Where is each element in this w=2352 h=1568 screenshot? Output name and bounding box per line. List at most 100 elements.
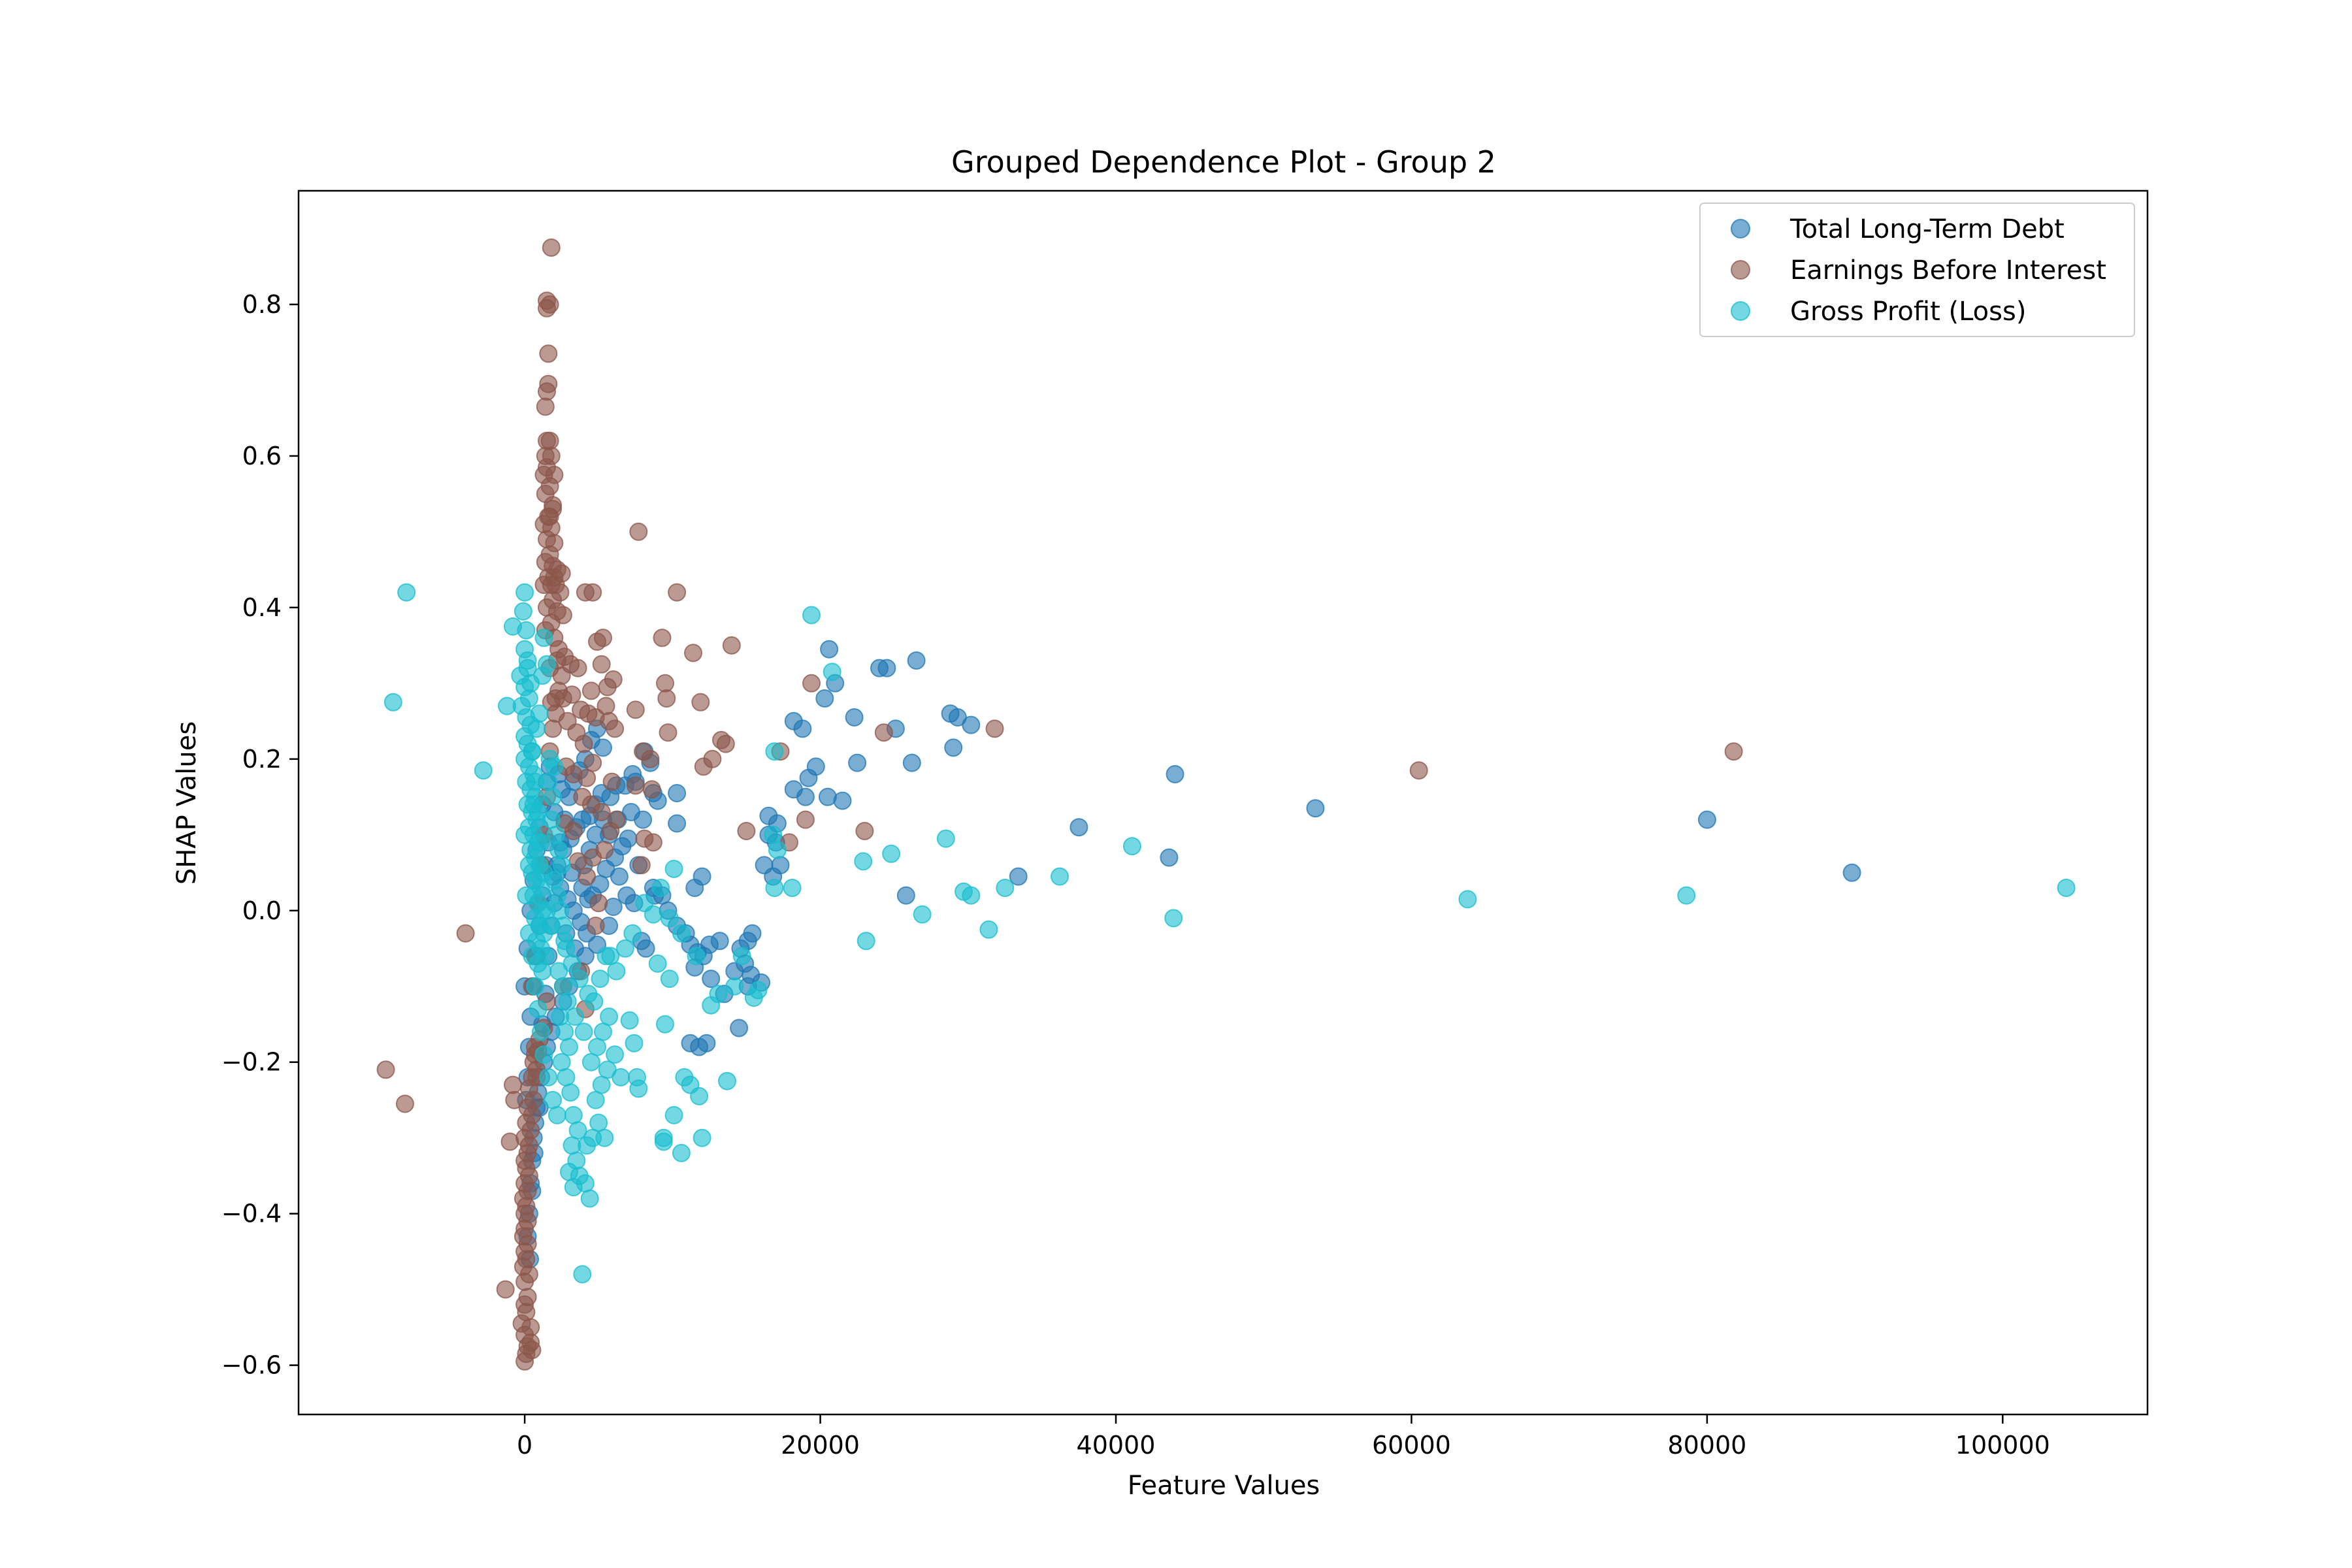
point-gross-profit-loss-128 xyxy=(783,879,802,897)
point-gross-profit-loss-6 xyxy=(514,602,532,621)
point-gross-profit-loss-159 xyxy=(523,742,542,761)
x-tick-label-3: 60000 xyxy=(1372,1431,1451,1460)
series-gross-profit-loss xyxy=(384,583,2076,1284)
point-gross-profit-loss-168 xyxy=(519,924,538,943)
point-gross-profit-loss-164 xyxy=(524,795,543,814)
point-gross-profit-loss-57 xyxy=(549,841,568,859)
point-earnings-before-interest-6 xyxy=(538,382,556,401)
point-gross-profit-loss-182 xyxy=(615,939,634,958)
point-earnings-before-interest-50 xyxy=(568,659,587,678)
point-gross-profit-loss-95 xyxy=(612,1068,630,1086)
point-gross-profit-loss-169 xyxy=(523,947,542,966)
point-gross-profit-loss-69 xyxy=(560,1037,578,1056)
y-tick-label-1: −0.4 xyxy=(221,1200,282,1228)
point-gross-profit-loss-127 xyxy=(768,841,787,859)
point-gross-profit-loss-85 xyxy=(589,1113,608,1132)
point-earnings-before-interest-154 xyxy=(515,1273,534,1291)
point-earnings-before-interest-79 xyxy=(985,719,1004,738)
point-earnings-before-interest-81 xyxy=(1724,742,1743,761)
point-earnings-before-interest-52 xyxy=(592,655,611,674)
point-gross-profit-loss-131 xyxy=(936,829,955,848)
point-gross-profit-loss-110 xyxy=(693,1128,711,1147)
point-earnings-before-interest-98 xyxy=(564,822,583,840)
point-earnings-before-interest-100 xyxy=(737,822,756,840)
point-earnings-before-interest-112 xyxy=(586,917,605,935)
point-total-long-term-debt-60 xyxy=(743,924,762,943)
point-gross-profit-loss-102 xyxy=(656,1015,674,1034)
point-earnings-before-interest-102 xyxy=(796,810,815,829)
point-total-long-term-debt-29 xyxy=(896,886,915,905)
point-earnings-before-interest-77 xyxy=(802,674,821,693)
point-gross-profit-loss-137 xyxy=(996,879,1015,897)
point-total-long-term-debt-13 xyxy=(944,738,963,757)
point-total-long-term-debt-15 xyxy=(848,753,867,772)
point-gross-profit-loss-155 xyxy=(534,863,553,882)
point-total-long-term-debt-31 xyxy=(1070,818,1088,837)
point-gross-profit-loss-143 xyxy=(2057,879,2076,897)
point-gross-profit-loss-99 xyxy=(629,1079,648,1098)
point-earnings-before-interest-62 xyxy=(691,693,710,711)
point-gross-profit-loss-90 xyxy=(581,1053,600,1071)
point-earnings-before-interest-70 xyxy=(606,719,625,738)
point-earnings-before-interest-7 xyxy=(536,397,555,416)
legend: Total Long-Term Debt Earnings Before Int… xyxy=(1699,203,2135,337)
point-gross-profit-loss-88 xyxy=(592,1075,611,1094)
point-total-long-term-debt-37 xyxy=(668,784,687,802)
point-earnings-before-interest-78 xyxy=(874,723,893,742)
point-earnings-before-interest-111 xyxy=(589,894,608,913)
point-gross-profit-loss-132 xyxy=(857,932,875,951)
point-gross-profit-loss-170 xyxy=(526,977,544,996)
point-earnings-before-interest-42 xyxy=(653,629,672,647)
y-axis-label: SHAP Values xyxy=(172,721,202,885)
point-earnings-before-interest-35 xyxy=(629,522,648,541)
point-gross-profit-loss-151 xyxy=(563,954,581,973)
point-earnings-before-interest-85 xyxy=(703,749,722,768)
point-earnings-before-interest-0 xyxy=(542,238,561,257)
point-gross-profit-loss-167 xyxy=(517,886,536,905)
point-earnings-before-interest-186 xyxy=(544,500,563,519)
x-tick-label-5: 100000 xyxy=(1955,1431,2050,1460)
point-gross-profit-loss-147 xyxy=(607,962,626,981)
point-gross-profit-loss-162 xyxy=(521,674,540,693)
point-total-long-term-debt-36 xyxy=(1842,863,1861,882)
point-gross-profit-loss-180 xyxy=(591,970,610,988)
point-earnings-before-interest-113 xyxy=(456,924,475,943)
legend-frame xyxy=(1699,203,2135,337)
point-earnings-before-interest-101 xyxy=(855,822,874,840)
points-layer xyxy=(376,238,2076,1371)
point-gross-profit-loss-94 xyxy=(606,1045,625,1064)
point-total-long-term-debt-68 xyxy=(690,1037,709,1056)
point-earnings-before-interest-90 xyxy=(602,772,621,791)
point-earnings-before-interest-4 xyxy=(539,344,558,363)
point-gross-profit-loss-7 xyxy=(517,621,536,640)
point-earnings-before-interest-83 xyxy=(641,749,660,768)
point-gross-profit-loss-66 xyxy=(558,992,577,1011)
point-total-long-term-debt-17 xyxy=(799,768,818,787)
point-total-long-term-debt-38 xyxy=(668,814,687,833)
y-tick-label-4: 0.2 xyxy=(242,745,282,774)
point-total-long-term-debt-46 xyxy=(693,867,711,886)
point-total-long-term-debt-65 xyxy=(730,1019,749,1037)
point-gross-profit-loss-82 xyxy=(573,1265,592,1284)
legend-label-gross-profit-loss: Gross Profit (Loss) xyxy=(1790,297,2026,327)
point-gross-profit-loss-120 xyxy=(660,909,679,928)
point-gross-profit-loss-111 xyxy=(718,1071,736,1090)
point-gross-profit-loss-163 xyxy=(518,659,537,678)
point-gross-profit-loss-133 xyxy=(913,905,932,924)
point-total-long-term-debt-101 xyxy=(610,867,629,886)
point-gross-profit-loss-80 xyxy=(576,1174,595,1193)
point-gross-profit-loss-154 xyxy=(538,901,556,920)
point-gross-profit-loss-114 xyxy=(725,977,744,996)
legend-item-gross-profit-loss: Gross Profit (Loss) xyxy=(1731,297,2026,327)
point-gross-profit-loss-123 xyxy=(765,742,784,761)
point-gross-profit-loss-91 xyxy=(588,1037,606,1056)
point-gross-profit-loss-125 xyxy=(823,662,841,681)
point-earnings-before-interest-166 xyxy=(521,1333,540,1352)
legend-item-total-long-term-debt: Total Long-Term Debt xyxy=(1731,214,2065,244)
point-gross-profit-loss-52 xyxy=(545,757,564,776)
point-total-long-term-debt-8 xyxy=(793,719,812,738)
legend-marker-gross-profit-loss xyxy=(1731,301,1750,321)
point-total-long-term-debt-32 xyxy=(1166,765,1184,783)
point-earnings-before-interest-33 xyxy=(583,583,602,602)
